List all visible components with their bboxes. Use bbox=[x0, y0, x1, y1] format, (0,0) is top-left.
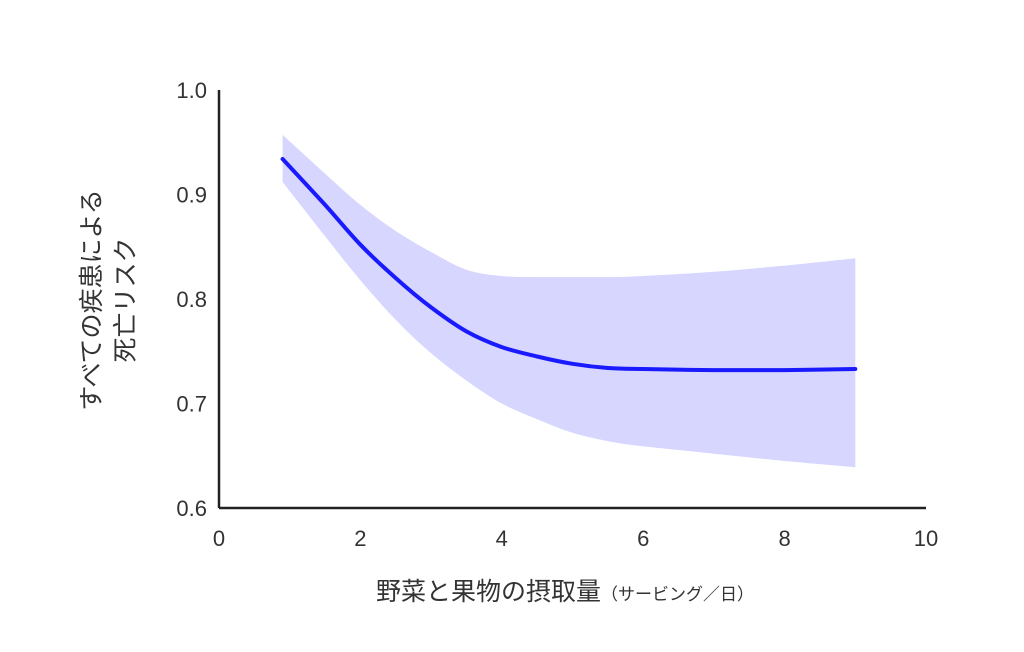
y-tick-label: 0.7 bbox=[176, 392, 207, 417]
y-tick-labels: 0.6 0.7 0.8 0.9 1.0 bbox=[176, 78, 207, 521]
y-tick-label: 0.6 bbox=[176, 496, 207, 521]
y-axis-title-line1: すべての疾患による bbox=[77, 189, 106, 411]
y-axis-title-line2: 死亡リスク bbox=[111, 237, 140, 362]
x-tick-label: 10 bbox=[914, 526, 938, 551]
x-tick-label: 8 bbox=[778, 526, 790, 551]
axes bbox=[217, 90, 926, 510]
x-tick-labels: 0 2 4 6 8 10 bbox=[213, 526, 938, 551]
y-tick-label: 0.8 bbox=[176, 287, 207, 312]
x-axis-title-main: 野菜と果物の摂取量 bbox=[376, 577, 601, 606]
confidence-band bbox=[282, 134, 856, 468]
x-axis-title-unit: （サービング／日） bbox=[601, 585, 754, 605]
x-tick-label: 4 bbox=[496, 526, 508, 551]
y-axis-title: すべての疾患による 死亡リスク bbox=[77, 189, 140, 411]
plot-area bbox=[280, 134, 858, 468]
x-axis-title: 野菜と果物の摂取量（サービング／日） bbox=[376, 577, 754, 606]
x-tick-label: 6 bbox=[637, 526, 649, 551]
x-tick-label: 0 bbox=[213, 526, 225, 551]
y-tick-label: 0.9 bbox=[176, 183, 207, 208]
x-tick-label: 2 bbox=[354, 526, 366, 551]
risk-line bbox=[280, 157, 858, 373]
y-tick-label: 1.0 bbox=[176, 78, 207, 103]
